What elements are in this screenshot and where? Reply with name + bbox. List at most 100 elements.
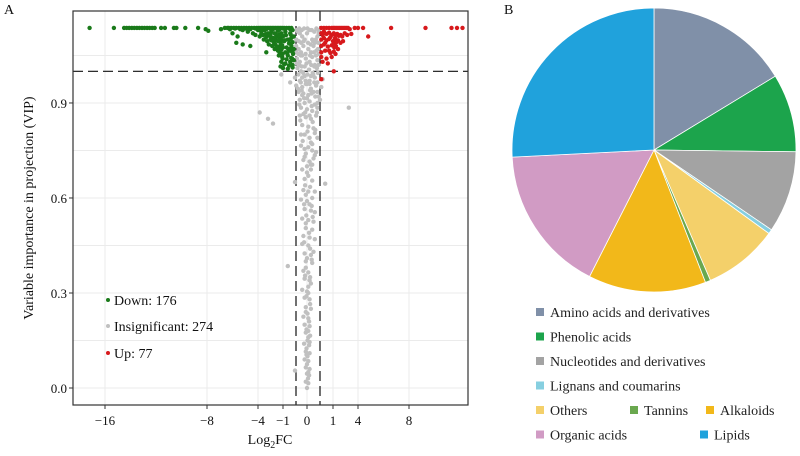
point-up <box>347 27 352 32</box>
point-insignificant <box>307 246 313 251</box>
point-insignificant <box>304 346 309 351</box>
point-insignificant <box>307 339 312 345</box>
point-insignificant <box>307 301 313 307</box>
point-up <box>323 48 328 53</box>
x-tick-label: 0 <box>304 413 311 428</box>
point-insignificant <box>307 235 312 240</box>
point-insignificant <box>304 198 310 204</box>
point-insignificant <box>308 162 314 167</box>
point-down <box>286 63 292 68</box>
y-tick-label: 0.3 <box>51 286 67 301</box>
point-insignificant <box>292 179 298 185</box>
point-down <box>234 40 239 45</box>
point-insignificant <box>302 322 307 327</box>
point-down <box>158 25 164 31</box>
pie-slice-organic-acids <box>511 149 655 278</box>
point-insignificant <box>295 86 301 91</box>
point-insignificant <box>306 319 312 324</box>
legend-item-insignificant: Insignificant: 274 <box>106 320 213 335</box>
pie-legend-item: Organic acids <box>536 429 627 444</box>
point-insignificant <box>304 61 309 66</box>
point-insignificant <box>306 46 311 52</box>
point-down <box>279 32 284 37</box>
point-insignificant <box>308 252 314 258</box>
pie-legend-label: Nucleotides and derivatives <box>550 355 706 370</box>
pie-legend-swatch <box>700 430 708 439</box>
point-insignificant <box>302 183 308 188</box>
point-down <box>266 42 271 47</box>
point-insignificant <box>303 78 308 84</box>
point-insignificant <box>303 192 308 197</box>
point-up <box>332 35 338 41</box>
point-insignificant <box>301 187 306 193</box>
point-insignificant <box>306 243 311 248</box>
x-tick-label: −8 <box>200 413 214 428</box>
point-insignificant <box>300 138 305 144</box>
point-down <box>270 27 276 32</box>
point-insignificant <box>304 256 310 261</box>
point-up <box>460 25 465 31</box>
pie-legend-swatch <box>536 406 544 414</box>
point-insignificant <box>312 29 317 34</box>
point-down <box>282 38 288 43</box>
point-up <box>325 44 330 49</box>
pie-legend-label: Lignans and coumarins <box>550 380 681 395</box>
point-insignificant <box>297 97 302 103</box>
point-insignificant <box>311 219 316 224</box>
pie-slice-amino-acids-and-derivatives <box>653 7 776 151</box>
point-down <box>174 25 179 31</box>
pie-legend-label: Lipids <box>714 429 750 444</box>
point-down <box>218 27 224 32</box>
point-down <box>280 26 286 31</box>
point-insignificant <box>306 381 311 386</box>
point-insignificant <box>304 96 310 101</box>
point-up <box>324 56 329 61</box>
point-insignificant <box>309 257 314 262</box>
point-insignificant <box>265 116 271 122</box>
point-insignificant <box>304 352 309 357</box>
point-insignificant <box>302 132 307 137</box>
point-insignificant <box>305 26 310 31</box>
point-down <box>243 26 248 31</box>
panel-a-label: A <box>4 3 15 18</box>
point-up <box>355 25 361 31</box>
point-insignificant <box>304 362 310 367</box>
pie-legend-label: Organic acids <box>550 429 627 444</box>
point-down <box>261 37 266 42</box>
point-insignificant <box>306 217 311 223</box>
point-down <box>248 27 253 32</box>
point-insignificant <box>315 89 320 95</box>
y-tick-label: 0.6 <box>51 191 68 206</box>
point-insignificant <box>257 110 262 115</box>
point-insignificant <box>299 88 304 93</box>
point-insignificant <box>314 110 320 115</box>
point-insignificant <box>303 309 308 315</box>
point-down <box>162 25 168 31</box>
point-up <box>320 59 325 64</box>
point-insignificant <box>285 263 290 269</box>
point-down <box>289 45 294 51</box>
point-insignificant <box>305 376 311 381</box>
point-down <box>263 32 268 37</box>
point-insignificant <box>307 78 312 84</box>
legend-marker <box>106 324 110 328</box>
point-insignificant <box>306 270 311 275</box>
point-insignificant <box>297 102 302 107</box>
pie-legend-swatch <box>536 332 544 341</box>
point-insignificant <box>316 40 321 45</box>
point-down <box>288 32 293 37</box>
point-insignificant <box>301 341 307 346</box>
plot-frame <box>72 10 469 406</box>
point-insignificant <box>307 53 313 58</box>
plot-background <box>73 11 468 405</box>
point-down <box>274 45 279 50</box>
point-insignificant <box>301 111 306 117</box>
point-insignificant <box>302 206 307 212</box>
point-insignificant <box>315 58 320 63</box>
point-insignificant <box>312 80 317 85</box>
data-points <box>87 25 465 391</box>
point-insignificant <box>310 227 315 232</box>
point-down <box>280 56 285 61</box>
point-down <box>253 26 258 31</box>
point-insignificant <box>303 81 308 87</box>
